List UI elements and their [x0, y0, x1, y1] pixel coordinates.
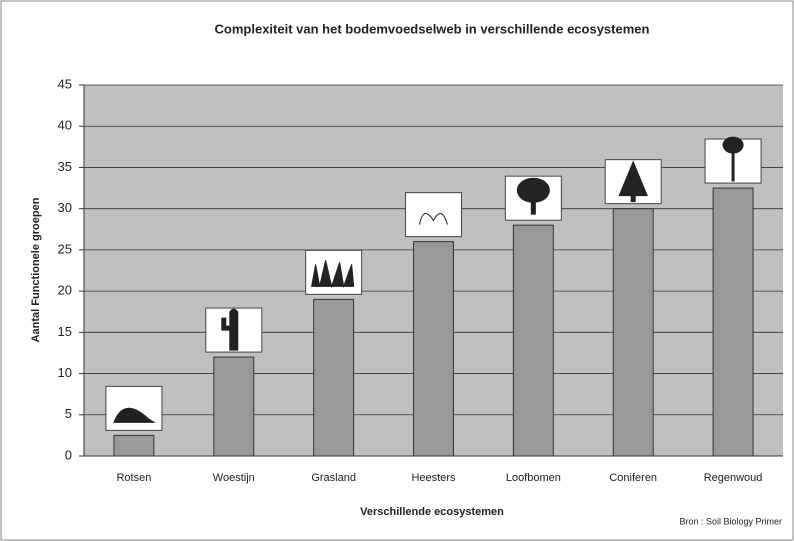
bar: [713, 188, 753, 456]
y-tick-label: 10: [58, 365, 72, 380]
source-note: Bron : Soil Biology Primer: [679, 516, 782, 526]
bar: [314, 299, 354, 456]
icon: [106, 386, 162, 430]
chart: Complexiteit van het bodemvoedselweb in …: [0, 0, 794, 541]
chart-title: Complexiteit van het bodemvoedselweb in …: [215, 21, 650, 36]
y-tick-label: 25: [58, 241, 72, 256]
y-tick-label: 45: [58, 76, 72, 91]
bar: [114, 435, 154, 456]
y-tick-label: 20: [58, 283, 72, 298]
x-tick-label: Heesters: [411, 472, 456, 484]
x-tick-label: Regenwoud: [704, 472, 763, 484]
y-tick-label: 40: [58, 118, 72, 133]
y-tick-label: 35: [58, 159, 72, 174]
x-axis-title: Verschillende ecosystemen: [360, 506, 504, 518]
y-tick-label: 5: [65, 406, 72, 421]
bar: [613, 209, 653, 456]
x-tick-label: Rotsen: [116, 472, 151, 484]
x-tick-label: Coniferen: [609, 472, 657, 484]
y-axis-title: Aantal Functionele groepen: [30, 197, 42, 342]
icon: [406, 193, 462, 237]
x-tick-label: Grasland: [311, 472, 356, 484]
y-tick-label: 30: [58, 200, 72, 215]
bar: [513, 225, 553, 456]
y-tick-label: 0: [65, 447, 72, 462]
bar: [214, 357, 254, 456]
x-tick-label: Loofbomen: [506, 472, 561, 484]
x-tick-label: Woestijn: [213, 472, 255, 484]
y-tick-label: 15: [58, 324, 72, 339]
bar: [414, 242, 454, 456]
